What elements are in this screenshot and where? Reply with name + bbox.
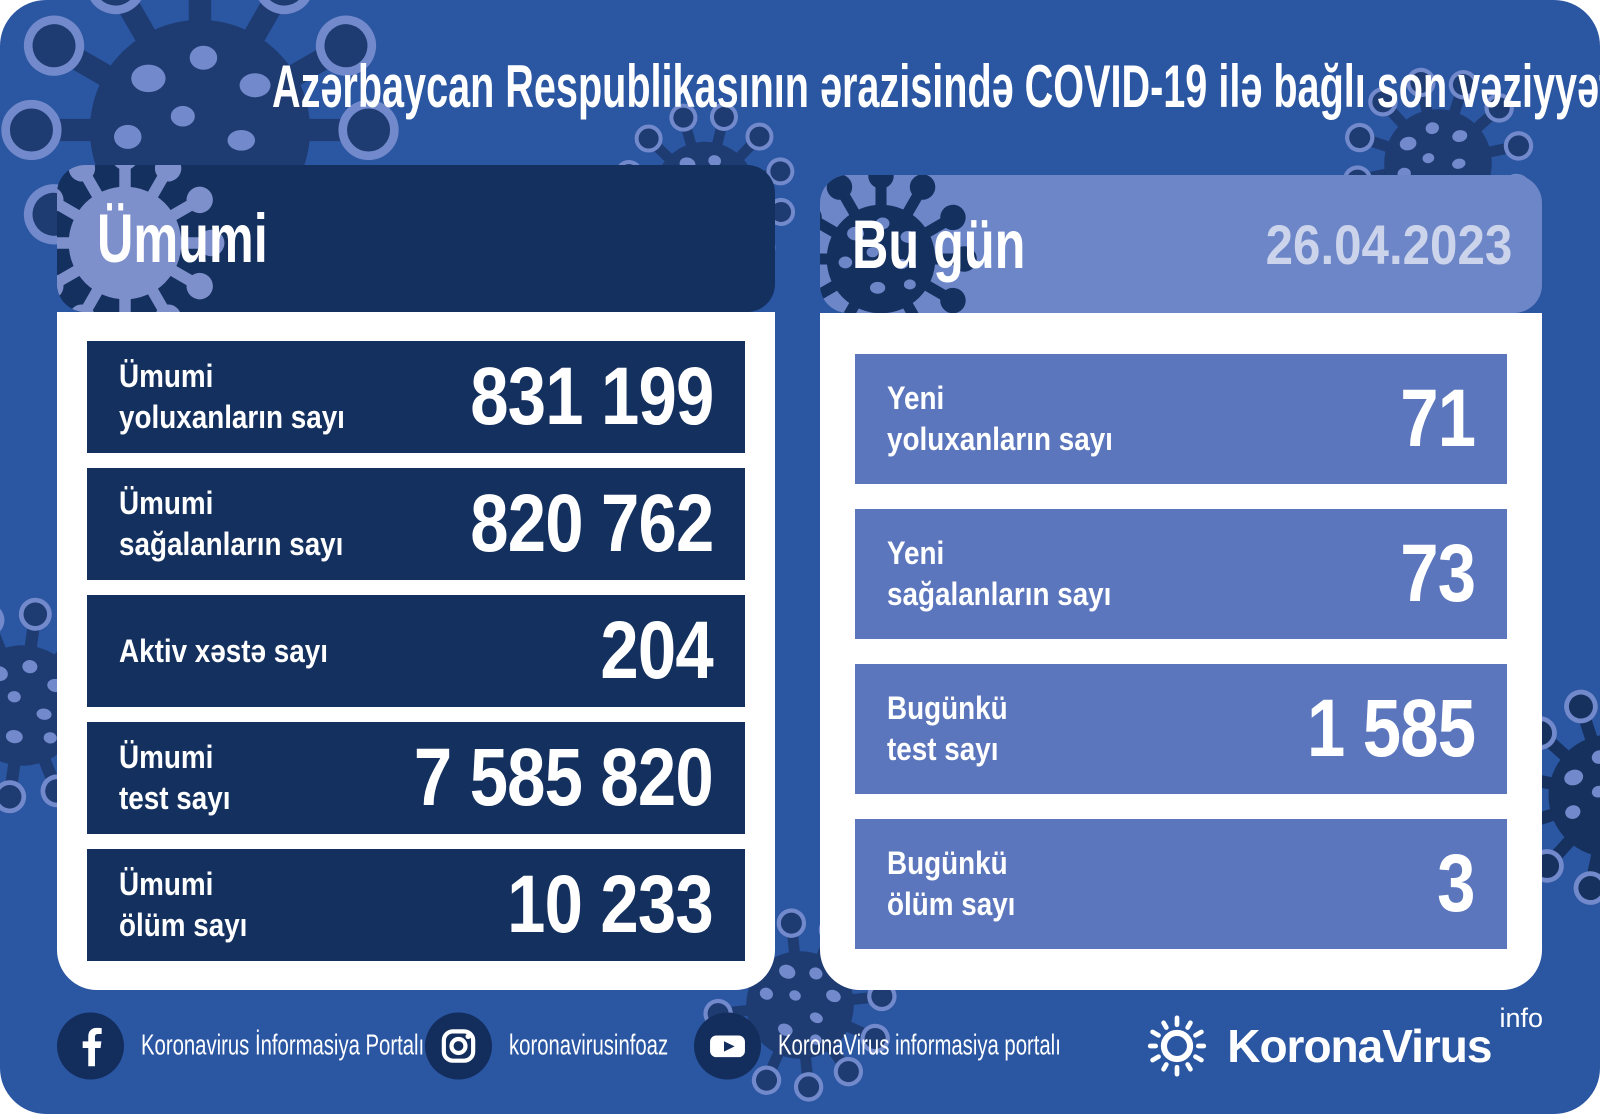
youtube-label: KoronaVirus informasiya portalı [778,1029,1061,1062]
stat-label: Ümumi yoluxanların sayı [119,358,345,435]
instagram-label: koronavirusinfoaz [509,1029,669,1062]
page-title: Azərbaycan Respublikasının ərazisində CO… [272,53,1600,120]
stat-row-total-infections: Ümumi yoluxanların sayı 831 199 [87,341,745,453]
totals-panel-title: Ümumi [97,200,268,277]
totals-panel: Ümumi Ümumi yoluxanların sayı 831 199 Üm… [57,165,775,990]
stat-row-new-infections: Yeni yoluxanların sayı 71 [855,354,1507,484]
stat-label: Yeni yoluxanların sayı [887,380,1113,457]
totals-panel-body: Ümumi yoluxanların sayı 831 199 Ümumi sa… [57,312,775,990]
today-panel-body: Yeni yoluxanların sayı 71 Yeni sağalanla… [820,313,1542,990]
stat-row-new-recoveries: Yeni sağalanların sayı 73 [855,509,1507,639]
youtube-icon [694,1012,761,1080]
koronavirus-logo: KoronaVirus info [1144,1005,1543,1079]
stat-row-active-cases: Aktiv xəstə sayı 204 [87,595,745,707]
logo-info-superscript: info [1499,1003,1543,1033]
today-date: 26.04.2023 [1265,212,1512,276]
stat-row-today-deaths: Bugünkü ölüm sayı 3 [855,819,1507,949]
today-panel-header: Bu gün 26.04.2023 [820,175,1542,313]
stat-label: Ümumi sağalanların sayı [119,485,344,562]
stat-label: Ümumi test sayı [119,739,231,816]
stat-row-total-deaths: Ümumi ölüm sayı 10 233 [87,849,745,961]
stat-value: 831 199 [469,351,714,442]
facebook-account: Koronavirus İnformasiya Portalı [57,1012,546,1080]
logo-text: KoronaVirus [1227,1020,1492,1072]
stat-label: Yeni sağalanların sayı [887,535,1112,612]
youtube-account: KoronaVirus informasiya portalı [694,1012,1182,1080]
totals-panel-header: Ümumi [57,165,775,312]
stat-value: 10 233 [507,859,713,950]
today-panel-title: Bu gün [852,205,1026,283]
stat-label: Bugünkü test sayı [887,690,1008,767]
facebook-label: Koronavirus İnformasiya Portalı [141,1029,425,1062]
stat-label: Ümumi ölüm sayı [119,866,248,943]
virus-logo-icon [1148,1015,1207,1077]
stat-row-total-recoveries: Ümumi sağalanların sayı 820 762 [87,468,745,580]
stat-row-total-tests: Ümumi test sayı 7 585 820 [87,722,745,834]
stat-value: 204 [600,605,714,696]
footer: Koronavirus İnformasiya Portalı koronavi… [57,986,1543,1106]
stat-label: Aktiv xəstə sayı [119,632,328,669]
stat-value: 820 762 [469,478,714,569]
stat-value: 73 [1400,528,1476,619]
stat-row-today-tests: Bugünkü test sayı 1 585 [855,664,1507,794]
stat-value: 71 [1400,373,1476,464]
today-panel: Bu gün 26.04.2023 Yeni yoluxanların sayı… [820,175,1542,990]
stat-value: 7 585 820 [414,732,714,823]
stat-value: 3 [1437,838,1476,929]
instagram-account: koronavirusinfoaz [425,1012,736,1080]
stat-label: Bugünkü ölüm sayı [887,845,1016,922]
instagram-icon [425,1012,492,1080]
stat-value: 1 585 [1306,683,1476,774]
facebook-icon [57,1012,124,1080]
